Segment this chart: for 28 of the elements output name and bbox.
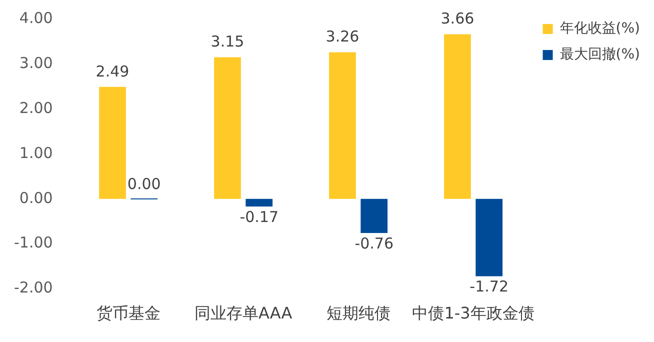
bar [214, 57, 241, 199]
bar [99, 86, 126, 199]
x-tick-label: 同业存单AAA [194, 304, 292, 323]
bar [360, 198, 388, 234]
bar [329, 52, 356, 199]
y-tick-label: 1.00 [19, 144, 53, 162]
data-label: 3.66 [440, 10, 474, 28]
legend-label: 年化收益(%) [560, 20, 640, 37]
x-tick-label: 短期纯债 [326, 304, 390, 323]
y-tick-label: 2.00 [19, 98, 53, 117]
x-tick-label: 货币基金 [96, 304, 160, 323]
y-tick-label: 4.00 [19, 8, 53, 27]
legend-label: 最大回撤(%) [560, 46, 640, 63]
y-tick-label: 3.00 [19, 54, 53, 72]
bar [246, 198, 273, 207]
y-tick-label: 0.00 [19, 188, 53, 207]
data-label: 3.15 [210, 32, 244, 51]
data-label: 3.26 [326, 28, 360, 46]
data-label: -1.72 [470, 278, 508, 296]
data-label: -0.17 [240, 208, 279, 226]
y-tick-label: -2.00 [14, 278, 53, 297]
x-tick-label: 中债1-3年政金债 [412, 304, 534, 323]
data-label: -0.76 [354, 234, 394, 252]
y-tick-label: -1.00 [14, 234, 53, 252]
data-label: 0.00 [127, 174, 161, 193]
bar [444, 34, 471, 199]
data-label: 2.49 [96, 62, 130, 80]
bar [476, 198, 503, 276]
